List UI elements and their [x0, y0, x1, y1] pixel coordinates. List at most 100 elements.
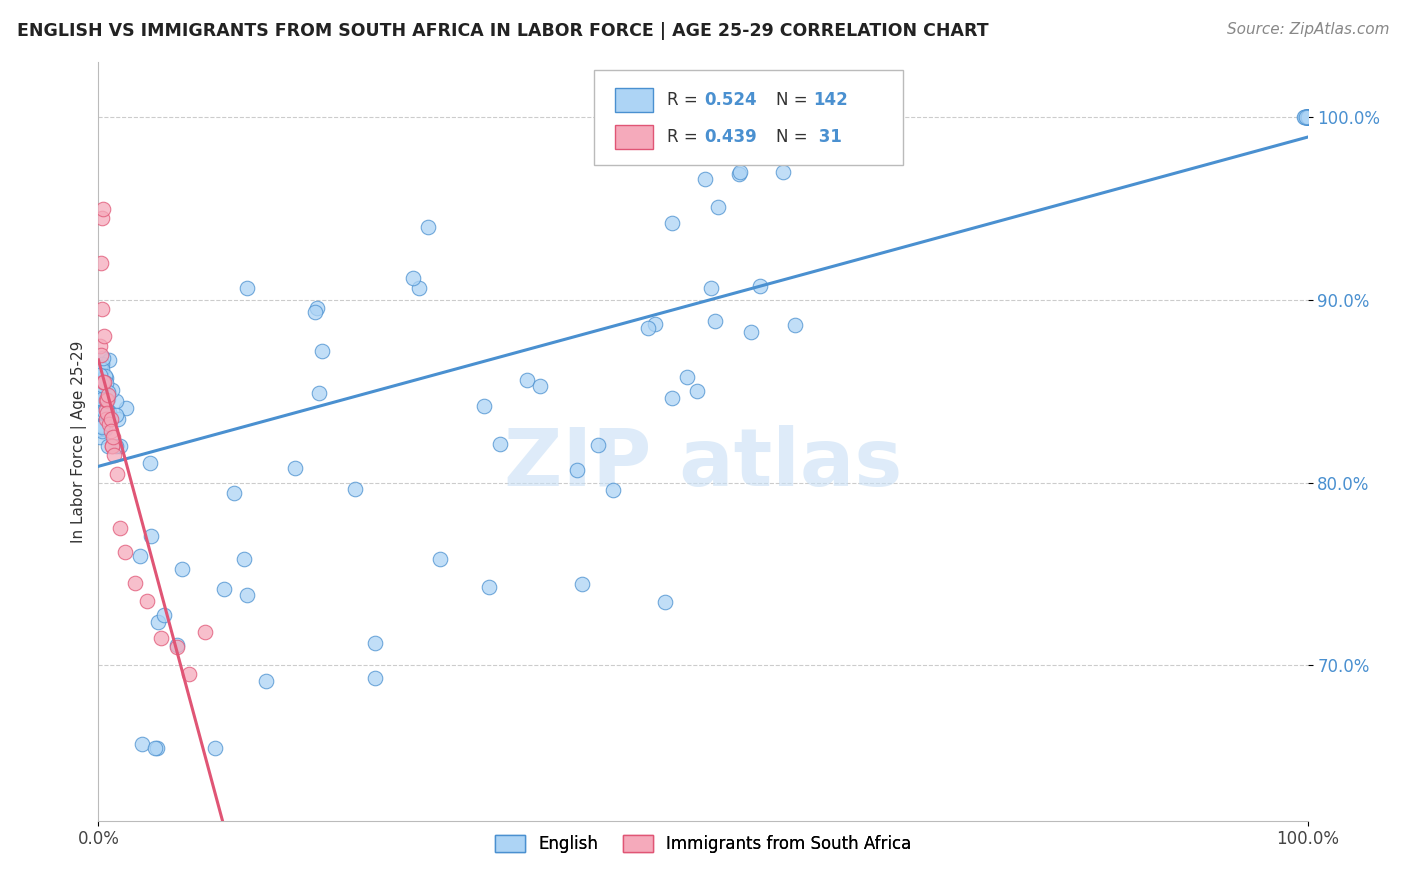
Point [311, 343, 333, 358]
Point [1296, 110, 1319, 124]
Point [90, 357, 112, 371]
Text: 0.439: 0.439 [704, 128, 756, 145]
Point [93, 376, 115, 390]
Point [1296, 110, 1319, 124]
Point [644, 317, 666, 331]
Point [91, 390, 114, 404]
Point [1296, 110, 1319, 124]
Point [93, 403, 115, 417]
Point [105, 467, 128, 481]
Point [700, 281, 723, 295]
Point [153, 607, 176, 622]
Point [90, 424, 112, 438]
Point [728, 167, 751, 181]
Point [93, 390, 115, 404]
Point [1296, 110, 1319, 124]
Point [89, 430, 111, 444]
Point [1296, 110, 1319, 124]
Point [637, 321, 659, 335]
Point [107, 412, 129, 426]
Point [98, 353, 121, 368]
Point [94, 401, 117, 415]
Point [100, 411, 122, 425]
Text: R =: R = [666, 128, 703, 145]
Point [93, 380, 115, 394]
Point [1296, 110, 1319, 124]
Point [89, 399, 111, 413]
Point [602, 483, 624, 497]
Point [98, 410, 121, 425]
Point [1296, 110, 1319, 124]
Point [344, 483, 367, 497]
Point [89, 359, 111, 374]
Point [740, 325, 762, 339]
Point [101, 430, 124, 444]
Point [94, 402, 117, 417]
Point [90, 362, 112, 376]
Point [100, 439, 122, 453]
Point [90, 404, 112, 418]
Point [148, 615, 170, 629]
Point [529, 379, 551, 393]
Point [308, 385, 330, 400]
Point [139, 456, 162, 470]
Point [108, 439, 131, 453]
Point [704, 314, 727, 328]
Point [686, 384, 709, 399]
Point [1295, 110, 1317, 124]
Point [104, 394, 127, 409]
Point [100, 384, 122, 398]
Point [693, 171, 716, 186]
Point [489, 436, 512, 450]
Point [93, 329, 115, 343]
Point [1296, 110, 1319, 124]
Point [93, 395, 115, 409]
Point [146, 740, 169, 755]
Point [284, 461, 307, 475]
Point [97, 388, 120, 402]
Point [91, 380, 114, 394]
Point [654, 595, 676, 609]
Point [1294, 110, 1316, 124]
Text: N =: N = [776, 91, 813, 110]
Point [1294, 110, 1316, 124]
Point [1296, 110, 1319, 124]
Point [150, 631, 173, 645]
Point [1295, 110, 1317, 124]
Point [1296, 110, 1319, 124]
Point [1296, 110, 1319, 124]
Point [304, 305, 326, 319]
Point [429, 552, 451, 566]
Point [91, 392, 114, 406]
Point [91, 396, 114, 410]
Point [418, 219, 440, 234]
Text: 142: 142 [813, 91, 848, 110]
Point [108, 521, 131, 535]
Point [224, 486, 246, 500]
Point [114, 545, 136, 559]
Point [96, 402, 118, 417]
Point [586, 437, 609, 451]
Point [706, 200, 728, 214]
Point [194, 625, 217, 640]
Point [1296, 110, 1319, 124]
Point [93, 375, 115, 389]
Point [91, 418, 114, 433]
Y-axis label: In Labor Force | Age 25-29: In Labor Force | Age 25-29 [72, 341, 87, 542]
Point [89, 368, 111, 383]
Point [91, 379, 114, 393]
Text: ZIP atlas: ZIP atlas [503, 425, 903, 503]
Point [364, 671, 387, 685]
Point [1296, 110, 1319, 124]
Point [100, 425, 122, 439]
Point [402, 271, 425, 285]
Point [90, 418, 112, 433]
Point [1296, 110, 1319, 124]
Point [661, 391, 683, 405]
Point [1296, 110, 1319, 124]
Text: 31: 31 [813, 128, 842, 145]
Point [97, 385, 120, 400]
Point [408, 281, 430, 295]
Point [89, 389, 111, 403]
Point [1296, 110, 1319, 124]
